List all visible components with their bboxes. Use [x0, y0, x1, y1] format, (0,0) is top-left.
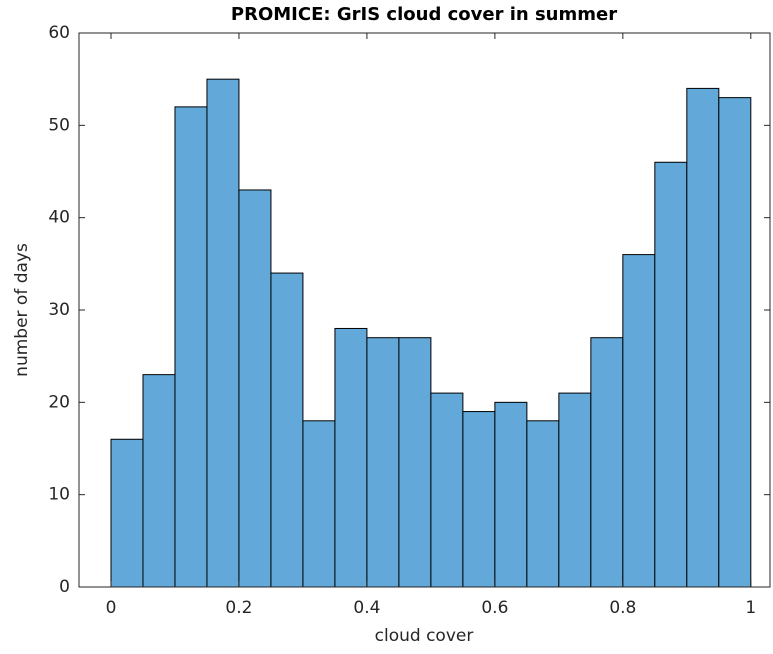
x-axis-label: cloud cover [375, 626, 474, 646]
bar [398, 337, 432, 588]
y-tick-label: 40 [48, 208, 70, 228]
chart-title: PROMICE: GrIS cloud cover in summer [231, 4, 617, 25]
bar [462, 411, 496, 588]
bar [622, 254, 656, 588]
bar [142, 374, 176, 588]
y-tick-label: 30 [48, 300, 70, 320]
bar [494, 401, 528, 588]
x-tick-label: 0.8 [609, 598, 636, 618]
bar [206, 78, 240, 588]
bar [238, 189, 272, 588]
bar [270, 272, 304, 588]
x-tick-label: 1 [745, 598, 756, 618]
x-tick-label: 0.6 [481, 598, 508, 618]
x-tick-label: 0.2 [225, 598, 252, 618]
bar [366, 337, 400, 588]
bar [174, 106, 208, 588]
y-tick-label: 10 [48, 485, 70, 505]
bar [334, 327, 368, 588]
x-tick-label: 0 [106, 598, 117, 618]
y-axis-label: number of days [12, 243, 32, 377]
bar [430, 392, 464, 588]
x-tick-label: 0.4 [353, 598, 380, 618]
bar [654, 161, 688, 588]
bar [526, 420, 560, 588]
y-tick-label: 20 [48, 392, 70, 412]
y-tick-label: 50 [48, 115, 70, 135]
bar [110, 438, 144, 588]
bar [686, 87, 720, 588]
bar [558, 392, 592, 588]
bar [718, 97, 752, 588]
bar [302, 420, 336, 588]
y-tick-label: 0 [59, 577, 70, 597]
y-tick-label: 60 [48, 23, 70, 43]
bar [590, 337, 624, 588]
